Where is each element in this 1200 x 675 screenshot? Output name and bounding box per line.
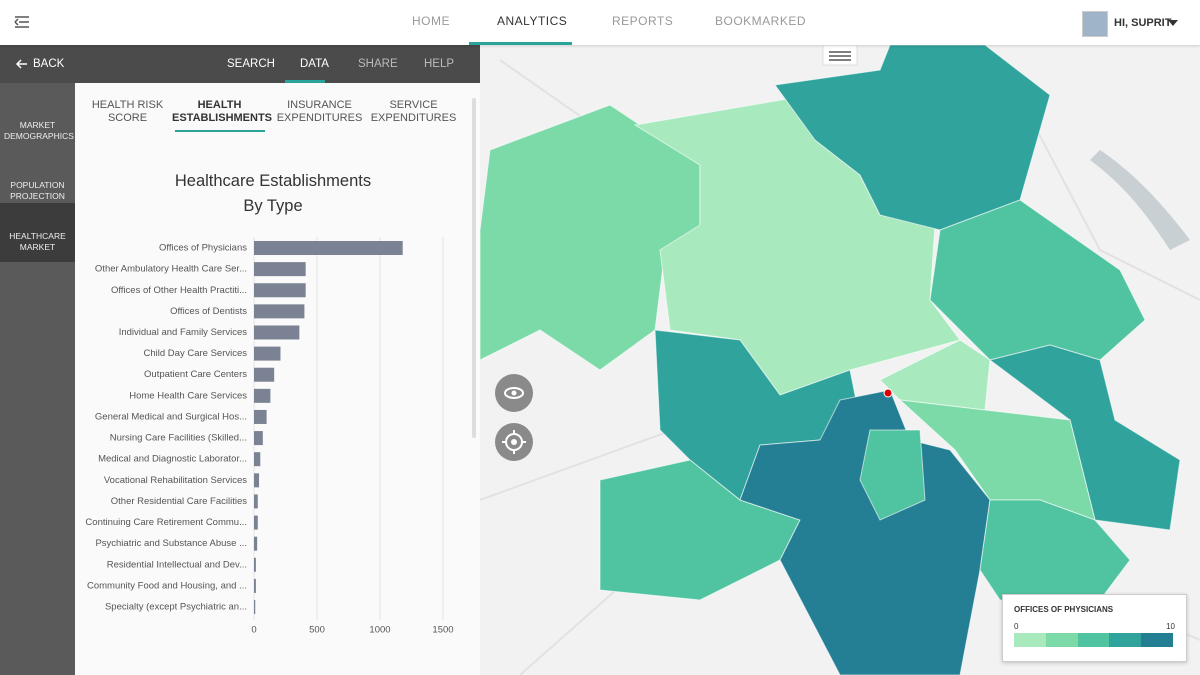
bar: [254, 431, 263, 446]
legend-max: 10: [1166, 622, 1175, 631]
y-tick-label: Child Day Care Services: [144, 348, 248, 359]
legend-swatch: [1014, 633, 1046, 647]
bar: [254, 452, 261, 467]
bar: [254, 409, 267, 424]
y-tick-label: Psychiatric and Substance Abuse ...: [95, 538, 247, 549]
bar: [254, 325, 300, 340]
tool[interactable]: HELP: [424, 58, 455, 70]
y-tick-label: Offices of Physicians: [159, 243, 247, 254]
side-item[interactable]: POPULATION PROJECTION: [10, 180, 65, 201]
y-tick-label: Home Health Care Services: [129, 390, 247, 401]
chart: 0 500 1000 1500 Offices of Physicians Other A…: [85, 237, 454, 636]
side-item[interactable]: MARKET DEMOGRAPHICS: [4, 120, 74, 141]
tab[interactable]: SERVICE EXPENDITURES: [370, 99, 457, 124]
chart-title: Healthcare Establishments By Type: [174, 172, 372, 215]
nav-item[interactable]: ANALYTICS: [497, 14, 568, 28]
y-tick-label: Individual and Family Services: [119, 327, 248, 338]
avatar: [1082, 11, 1108, 37]
legend: OFFICES OF PHYSICIANS 0 10: [1002, 594, 1187, 662]
tool[interactable]: SEARCH: [227, 58, 275, 70]
nav-item[interactable]: REPORTS: [612, 14, 674, 28]
y-tick-label: Offices of Other Health Practiti...: [111, 285, 247, 296]
y-tick-label: Continuing Care Retirement Commu...: [85, 517, 247, 528]
nav-item[interactable]: HOME: [412, 14, 450, 28]
y-tick-label: Community Food and Housing, and ...: [87, 580, 247, 591]
tool[interactable]: SHARE: [358, 58, 398, 70]
nav-item[interactable]: BOOKMARKED: [715, 14, 807, 28]
bar: [254, 262, 306, 277]
tool[interactable]: DATA: [300, 58, 329, 70]
menu-icon[interactable]: [14, 15, 30, 29]
legend-swatch: [1077, 633, 1110, 647]
y-tick-label: Outpatient Care Centers: [144, 369, 247, 380]
y-tick-label: Other Residential Care Facilities: [111, 496, 247, 507]
bar: [254, 367, 275, 382]
bar: [254, 515, 258, 530]
bar: [254, 473, 260, 488]
tab[interactable]: INSURANCE EXPENDITURES: [276, 99, 363, 124]
x-tick-label: 0: [251, 625, 256, 636]
y-tick-label: Offices of Dentists: [170, 306, 247, 317]
x-tick-label: 500: [309, 625, 325, 636]
side-item[interactable]: HEALTHCARE MARKET: [0, 203, 75, 262]
bar: [254, 494, 258, 509]
bar: [254, 346, 281, 361]
sidebar: MARKET DEMOGRAPHICS POPULATION PROJECTIO…: [0, 83, 75, 675]
y-tick-label: Specialty (except Psychiatric an...: [105, 602, 247, 613]
bar: [254, 600, 256, 615]
legend-min: 0: [1014, 622, 1019, 631]
back-button[interactable]: BACK: [33, 58, 65, 70]
x-tick-label: 1500: [432, 625, 453, 636]
legend-swatch: [1045, 633, 1078, 647]
y-tick-label: Nursing Care Facilities (Skilled...: [110, 433, 247, 444]
user-name[interactable]: HI, SUPRIT: [1114, 17, 1172, 29]
legend-swatch: [1109, 633, 1142, 647]
bar: [254, 283, 306, 298]
tab[interactable]: HEALTH ESTABLISHMENTS: [172, 99, 273, 124]
panel: [75, 83, 480, 675]
y-tick-label: Other Ambulatory Health Care Ser...: [95, 264, 247, 275]
bar: [254, 536, 258, 551]
x-tick-label: 1000: [369, 625, 390, 636]
y-tick-label: Residential Intellectual and Dev...: [107, 559, 247, 570]
toolbar: BACK SEARCH DATA SHARE HELP: [0, 45, 480, 83]
bar: [254, 578, 256, 593]
legend-title: OFFICES OF PHYSICIANS: [1014, 605, 1114, 614]
legend-swatch: [1141, 633, 1173, 647]
y-tick-label: Medical and Diagnostic Laborator...: [98, 454, 247, 465]
y-tick-label: Vocational Rehabilitation Services: [104, 475, 247, 486]
y-tick-label: General Medical and Surgical Hos...: [95, 411, 247, 422]
bar: [254, 388, 271, 403]
tab[interactable]: HEALTH RISK SCORE: [91, 99, 164, 124]
bar: [254, 304, 305, 319]
legend-ramp: [1014, 633, 1173, 647]
bar: [254, 557, 256, 572]
top-nav: HOME ANALYTICS REPORTS BOOKMARKED HI, SU…: [0, 0, 1200, 45]
bar: [254, 241, 403, 255]
